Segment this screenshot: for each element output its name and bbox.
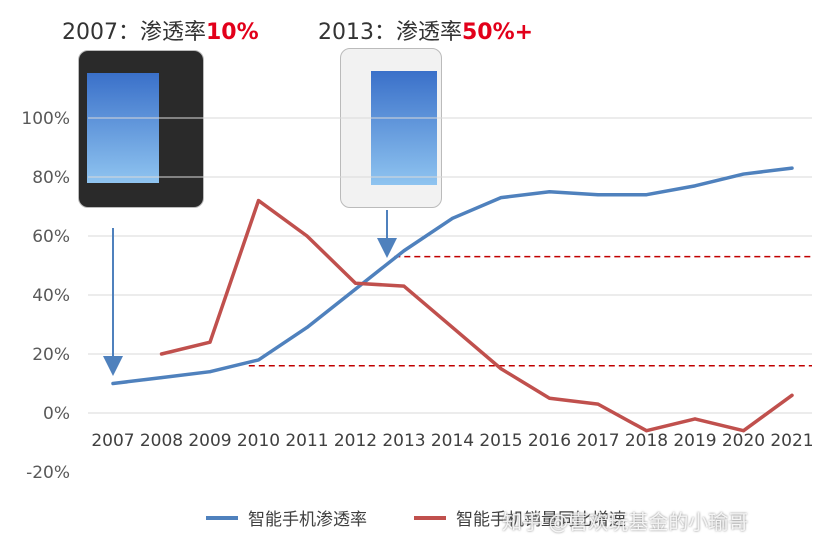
iphone-2007-image: [78, 50, 204, 208]
data-point: [257, 358, 260, 362]
data-point: [596, 402, 600, 406]
data-point: [742, 429, 745, 433]
data-point: [208, 340, 212, 344]
y-axis-ticks: -20% 0% 20% 40% 60% 80% 100%: [21, 109, 70, 483]
x-tick-label: 2020: [722, 431, 765, 451]
data-point: [257, 199, 260, 203]
data-point: [693, 184, 697, 188]
data-point: [451, 325, 454, 329]
data-point: [160, 376, 163, 380]
y-tick-label: -20%: [26, 463, 70, 483]
iphone-2013-image: [340, 48, 442, 208]
data-point: [354, 281, 357, 285]
x-tick-label: 2008: [140, 431, 183, 451]
callout-2013: 2013：渗透率50%+: [318, 14, 533, 46]
y-tick-label: 100%: [21, 109, 70, 129]
x-tick-label: 2009: [188, 431, 231, 451]
callout-2007-value: 10%: [206, 20, 259, 45]
data-point: [160, 352, 163, 356]
data-point: [693, 417, 697, 421]
x-tick-label: 2007: [91, 431, 134, 451]
reference-lines: [248, 255, 812, 367]
x-tick-label: 2012: [334, 431, 377, 451]
series-line-growth: [159, 198, 794, 433]
data-point: [402, 249, 406, 253]
y-tick-label: 20%: [32, 345, 70, 365]
x-tick-label: 2015: [479, 431, 522, 451]
data-point: [548, 396, 551, 400]
x-tick-label: 2011: [285, 431, 328, 451]
data-point: [305, 234, 309, 238]
data-point: [111, 382, 115, 385]
watermark: 知乎 @喜欢玩基金的小瑜哥: [502, 510, 749, 534]
data-point: [305, 325, 309, 329]
callout-2007: 2007：渗透率10%: [62, 14, 259, 46]
data-point: [645, 429, 648, 433]
x-axis-ticks: 2007 2008 2009 2010 2011 2012 2013 2014 2015 2016…: [91, 431, 813, 451]
data-point: [402, 284, 406, 288]
y-tick-label: 60%: [32, 227, 70, 247]
data-point: [790, 393, 794, 397]
data-point: [790, 166, 794, 170]
legend-label-penetration: 智能手机渗透率: [248, 510, 367, 530]
x-tick-label: 2018: [625, 431, 668, 451]
x-tick-label: 2021: [770, 431, 813, 451]
legend-swatch-growth: [414, 515, 446, 520]
data-point: [499, 196, 503, 200]
series-line-penetration: [111, 166, 794, 386]
data-point: [548, 190, 551, 194]
data-point: [742, 172, 745, 176]
y-tick-label: 0%: [43, 404, 70, 424]
y-tick-label: 40%: [32, 286, 70, 306]
callout-2013-text: 2013：渗透率: [318, 20, 462, 45]
data-point: [451, 216, 454, 220]
data-point: [354, 287, 357, 291]
arrows: [103, 210, 397, 376]
x-tick-label: 2019: [673, 431, 716, 451]
series-lines: [111, 166, 794, 433]
legend-swatch-penetration: [206, 515, 238, 520]
data-point: [596, 193, 600, 197]
x-tick-label: 2016: [528, 431, 571, 451]
callout-2013-value: 50%+: [462, 20, 534, 45]
y-tick-label: 80%: [32, 168, 70, 188]
legend-item-penetration: 智能手机渗透率: [206, 505, 367, 530]
data-point: [499, 367, 503, 371]
x-tick-label: 2013: [382, 431, 425, 451]
x-tick-label: 2017: [576, 431, 619, 451]
legend-label-growth: 智能手机销量同比增速: [456, 510, 626, 530]
legend-item-growth: 智能手机销量同比增速: [414, 505, 626, 530]
phone-screen: [371, 71, 437, 185]
data-point: [645, 193, 648, 197]
x-tick-label: 2010: [237, 431, 280, 451]
callout-2007-text: 2007：渗透率: [62, 20, 206, 45]
data-point: [208, 370, 212, 374]
gridlines: [88, 117, 812, 414]
phone-screen: [87, 73, 159, 183]
x-tick-label: 2014: [431, 431, 474, 451]
